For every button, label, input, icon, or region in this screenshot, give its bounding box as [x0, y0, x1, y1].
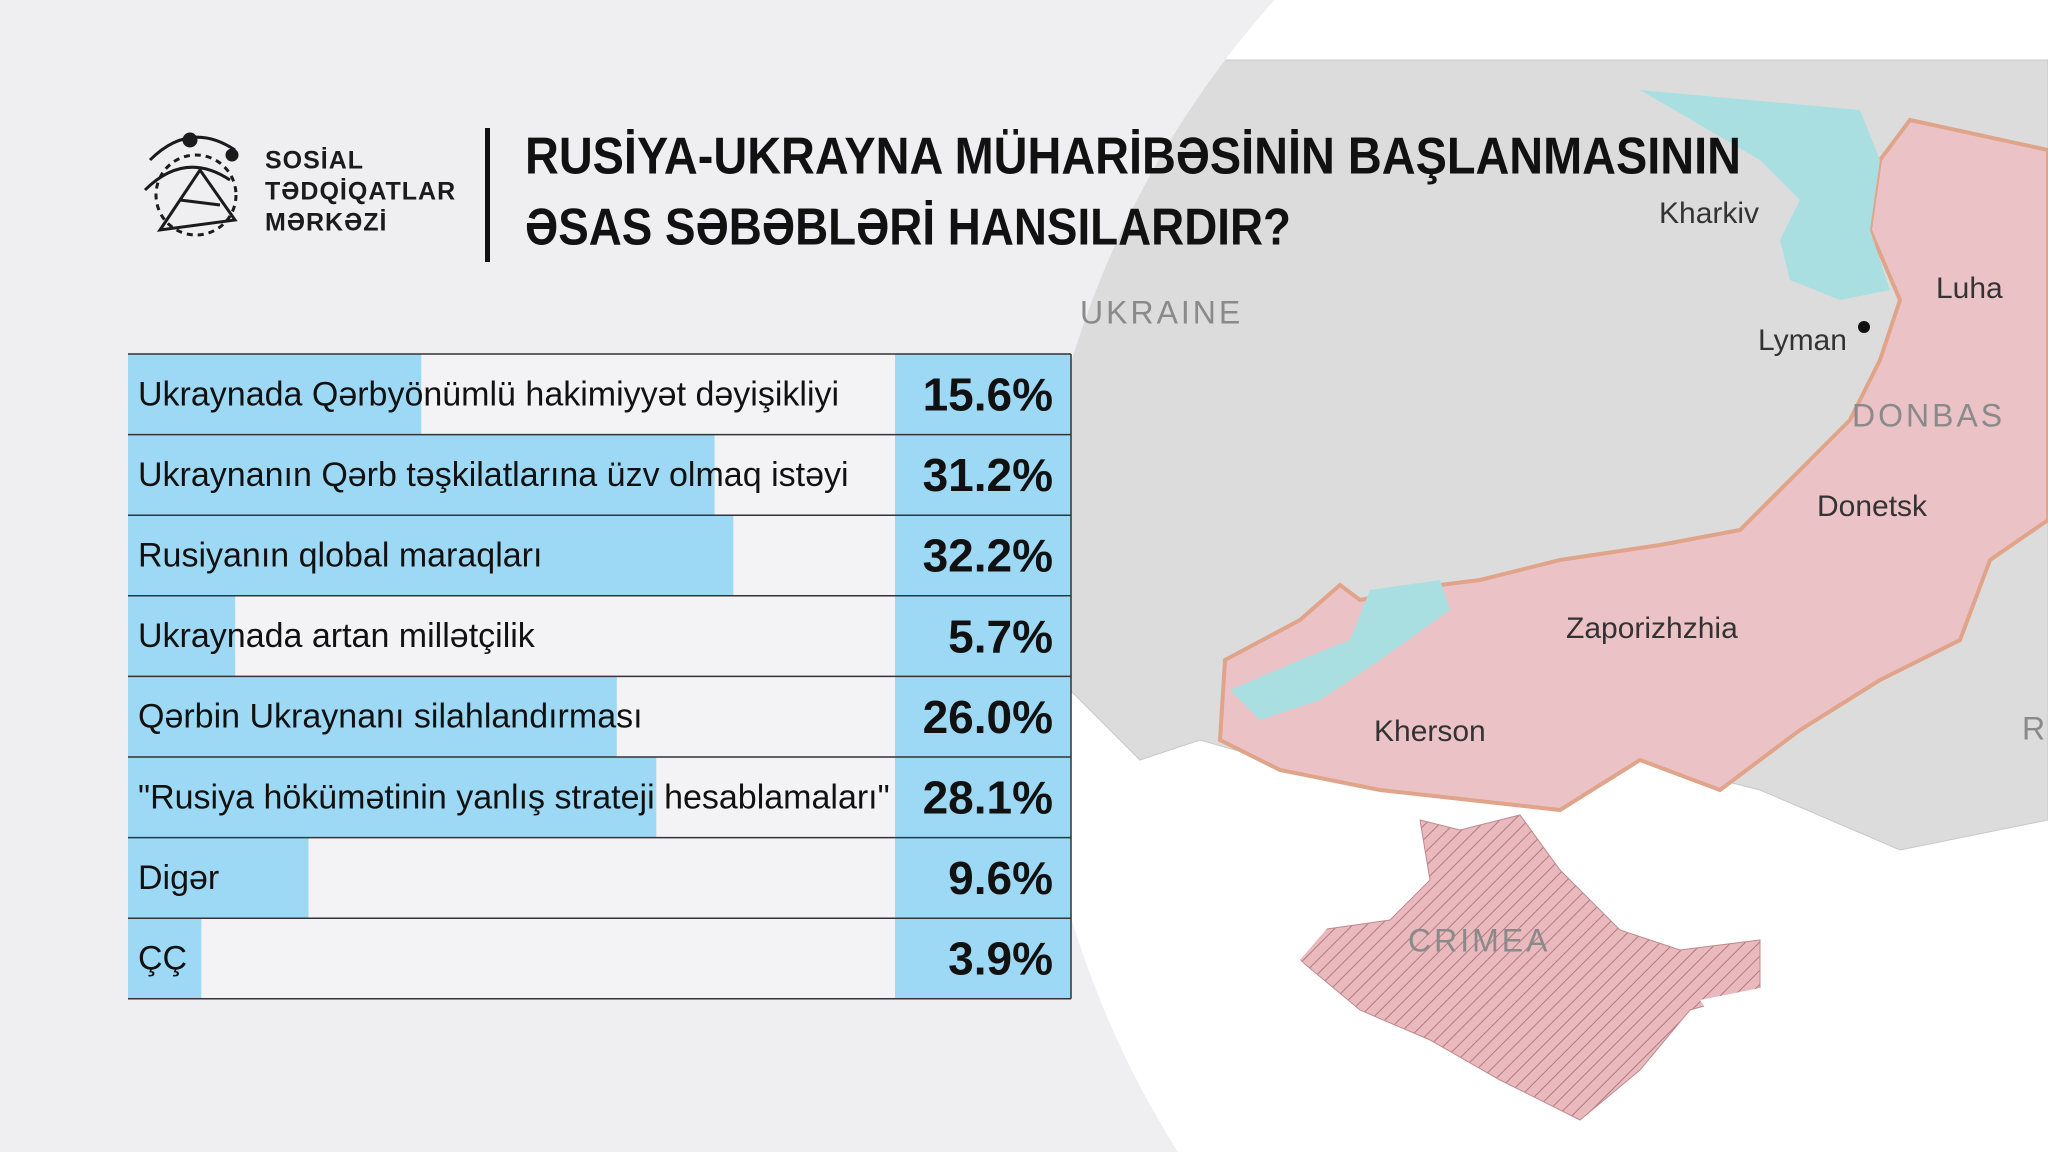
bar: [128, 676, 617, 757]
value-cell: [895, 676, 1071, 757]
map-label: DONBAS: [1852, 397, 2005, 433]
value-cell: [895, 354, 1071, 435]
map-label: Zaporizhzhia: [1566, 612, 1738, 645]
bar: [128, 354, 422, 435]
bar: [128, 918, 202, 999]
divider: [485, 128, 490, 262]
org-name: MƏRKƏZİ: [265, 209, 387, 237]
row-label: Qərbin Ukraynanı silahlandırması: [138, 698, 643, 736]
row-label: Rusiyanın qlobal maraqları: [138, 536, 542, 574]
map-label: Lyman: [1758, 324, 1847, 357]
title: RUSİYA-UKRAYNA MÜHARİBƏSİNİN BAŞLANMASIN…: [525, 128, 1741, 186]
value-cell: [895, 515, 1071, 596]
row-value: 28.1%: [923, 771, 1053, 823]
row-value: 5.7%: [948, 610, 1053, 662]
row-value: 15.6%: [923, 368, 1053, 420]
row-value: 26.0%: [923, 691, 1053, 743]
row-value: 31.2%: [923, 449, 1053, 501]
bar: [128, 515, 734, 596]
sea: [1080, 800, 1500, 1152]
value-cell: [895, 595, 1071, 677]
org-name: SOSİAL: [265, 147, 364, 175]
value-cell: [895, 918, 1071, 999]
city-dot: [1858, 321, 1870, 333]
value-cell: [895, 757, 1071, 838]
bar: [128, 595, 236, 677]
sea: [1700, 860, 2048, 1152]
map-label: Donetsk: [1817, 490, 1928, 523]
row-value: 3.9%: [948, 933, 1053, 985]
logo: [143, 132, 239, 237]
map-labels: UKRAINE Kharkiv Luha Lyman DONBAS Donetsk Zapo…: [1080, 197, 2048, 959]
map-label: RU: [2022, 710, 2048, 746]
row-value: 9.6%: [948, 852, 1053, 904]
map-label: Kherson: [1374, 715, 1486, 748]
row-label: Ukraynanın Qərb təşkilatlarına üzv olmaq…: [138, 456, 849, 494]
row-label: "Rusiya hökümətinin yanlış strateji hesa…: [138, 778, 890, 816]
row-label: Ukraynada artan millətçilik: [138, 617, 536, 655]
liberated-area: [1230, 580, 1450, 720]
map-label: Kharkiv: [1659, 197, 1759, 230]
value-cell: [895, 434, 1071, 516]
row-label: Ukraynada Qərbyönümlü hakimiyyət dəyişik…: [138, 375, 839, 413]
row-label: Digər: [138, 859, 219, 897]
liberated-area: [1640, 90, 1890, 300]
map-label: UKRAINE: [1080, 294, 1243, 330]
row-value: 32.2%: [923, 530, 1053, 582]
bar: [128, 434, 715, 516]
map-label: Luha: [1936, 272, 2003, 305]
bar-table: Ukraynada Qərbyönümlü hakimiyyət dəyişik…: [128, 353, 1072, 1000]
occupied-area: [1217, 117, 2048, 813]
row-label: ÇÇ: [138, 939, 187, 977]
org-name: TƏDQİQATLAR: [265, 178, 456, 206]
map-label: CRIMEA: [1408, 922, 1550, 958]
map: [1030, 0, 2048, 1152]
bar: [128, 757, 657, 838]
bar: [128, 837, 309, 919]
value-cell: [895, 837, 1071, 919]
title: ƏSAS SƏBƏBLƏRİ HANSILARDIR?: [525, 199, 1291, 257]
